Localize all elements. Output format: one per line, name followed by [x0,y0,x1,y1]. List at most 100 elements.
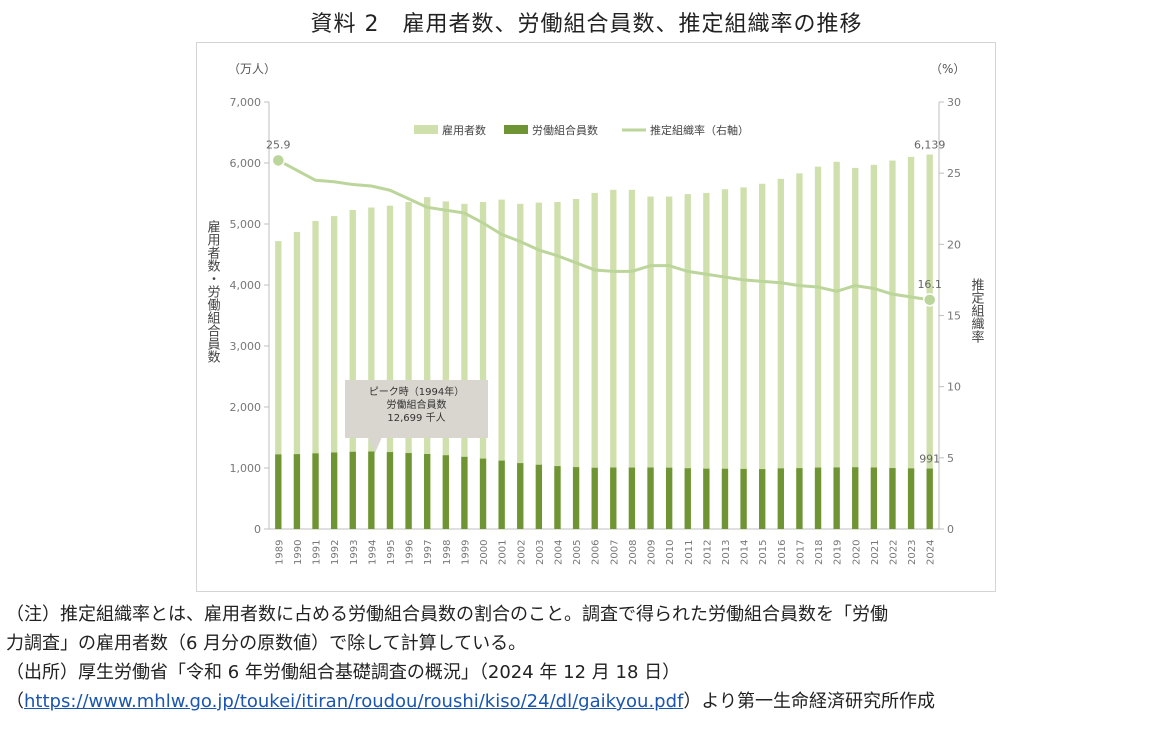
note-line-1: （注）推定組織率とは、雇用者数に占める労働組合員数の割合のこと。調査で得られた労… [6,604,888,625]
x-tick-label: 2000 [479,540,490,565]
employees-bar [368,207,375,529]
union-members-bar [889,468,896,529]
employees-bar [293,231,301,529]
right-tick-label: 25 [947,167,961,180]
right-tick-label: 20 [947,238,961,251]
chart: 0 1,000 2,000 3,000 4,000 5,000 6,000 7,000 0 5 10… [205,62,985,565]
x-tick-label: 2004 [553,540,564,565]
employees-bar [424,197,431,529]
union-members-bar [852,467,859,529]
x-tick-label: 2010 [665,540,676,565]
right-axis-title: 推定組織率 [969,278,985,343]
union-members-bar [386,452,394,529]
union-members-bar [926,468,933,529]
employees-bar [907,156,915,529]
legend-swatch [414,125,438,134]
right-tick-label: 0 [947,523,954,536]
union-members-bar [572,467,580,529]
x-tick-label: 2003 [535,540,546,565]
legend-label: 雇用者数 [442,123,486,137]
union-members-bar [349,451,356,529]
union-members-bar [535,464,543,529]
union-members-bar [330,452,338,529]
rate-start-marker [271,153,286,168]
left-axis-title: 雇用者数・労働組合員数 [205,219,221,363]
union-members-bar [647,467,654,529]
callout-line-3: 12,699 千人 [387,413,446,424]
union-members-bar [517,463,524,529]
employees-bar [796,173,803,529]
employees-bar [386,205,394,529]
union-members-bar [293,454,301,529]
employees-bar [498,199,505,529]
employees-bar [665,196,673,530]
right-tick-label: 15 [947,310,961,323]
x-tick-label: 2012 [702,540,713,565]
union-members-bar [833,467,840,529]
left-axis-unit: （万人） [228,62,276,76]
union-members-bar [796,468,803,529]
employees-bar [572,198,580,530]
employees-bar [721,189,729,530]
employees-bar [870,164,878,529]
union-members-bar [610,467,617,529]
left-tick-label: 0 [254,523,261,536]
union-members-bar [684,468,691,529]
source-prefix: （ [6,691,24,712]
union-members-bar [312,453,319,529]
union-members-bar [777,468,784,529]
left-tick-label: 5,000 [230,218,262,231]
union-members-bar [870,467,878,529]
x-tick-label: 1999 [460,540,471,565]
x-tick-label: 2015 [758,540,769,565]
union-members-bar [424,454,431,529]
employees-bar [312,220,319,529]
x-tick-label: 1991 [312,540,323,565]
left-tick-label: 1,000 [230,462,262,475]
x-tick-label: 1998 [442,540,453,565]
callout-line-2: 労働組合員数 [386,400,447,411]
x-tick-label: 2020 [851,540,862,565]
x-tick-label: 1993 [349,540,360,565]
union-members-bar [628,467,636,529]
union-members-bar [814,467,822,529]
right-tick-label: 5 [947,452,954,465]
x-tick-label: 2009 [647,540,658,565]
x-tick-label: 2001 [498,540,509,565]
x-tick-label: 2013 [721,540,732,565]
employees-bar [535,202,543,529]
employees-bar [777,178,784,530]
callout-line-1: ピーク時（1994年） [368,387,465,398]
employees-bar [759,183,766,530]
left-tick-label: 4,000 [230,279,262,292]
x-tick-label: 2014 [740,540,751,565]
source-line-2: （https://www.mhlw.go.jp/toukei/itiran/ro… [6,687,1171,716]
x-tick-label: 2006 [591,540,602,565]
union-members-bar [759,469,766,529]
right-tick-label: 10 [947,381,961,394]
x-tick-label: 2008 [628,540,639,565]
left-tick-label: 3,000 [230,340,262,353]
employees-bar [349,209,356,529]
union-members-bar [275,454,282,529]
x-tick-label: 2024 [926,540,937,565]
x-tick-label: 1996 [405,540,416,565]
union-members-bar [442,455,449,529]
x-tick-label: 1994 [367,540,378,565]
right-axis-unit: （%） [930,62,965,76]
employees-bar [554,202,561,530]
x-tick-label: 1997 [423,540,434,565]
union-members-bar [907,468,915,529]
left-tick-label: 6,000 [230,157,262,170]
x-tick-label: 2016 [777,540,788,565]
union-members-bar [405,453,412,529]
x-tick-label: 1990 [293,540,304,565]
source-link[interactable]: https://www.mhlw.go.jp/toukei/itiran/rou… [24,691,684,712]
employees-bar [405,202,412,530]
employees-bar [628,189,636,529]
x-tick-label: 2005 [572,540,583,565]
employees-bar [461,203,468,529]
union-members-bar [703,468,710,529]
employees-bar [814,166,822,529]
x-tick-label: 2007 [609,540,620,565]
